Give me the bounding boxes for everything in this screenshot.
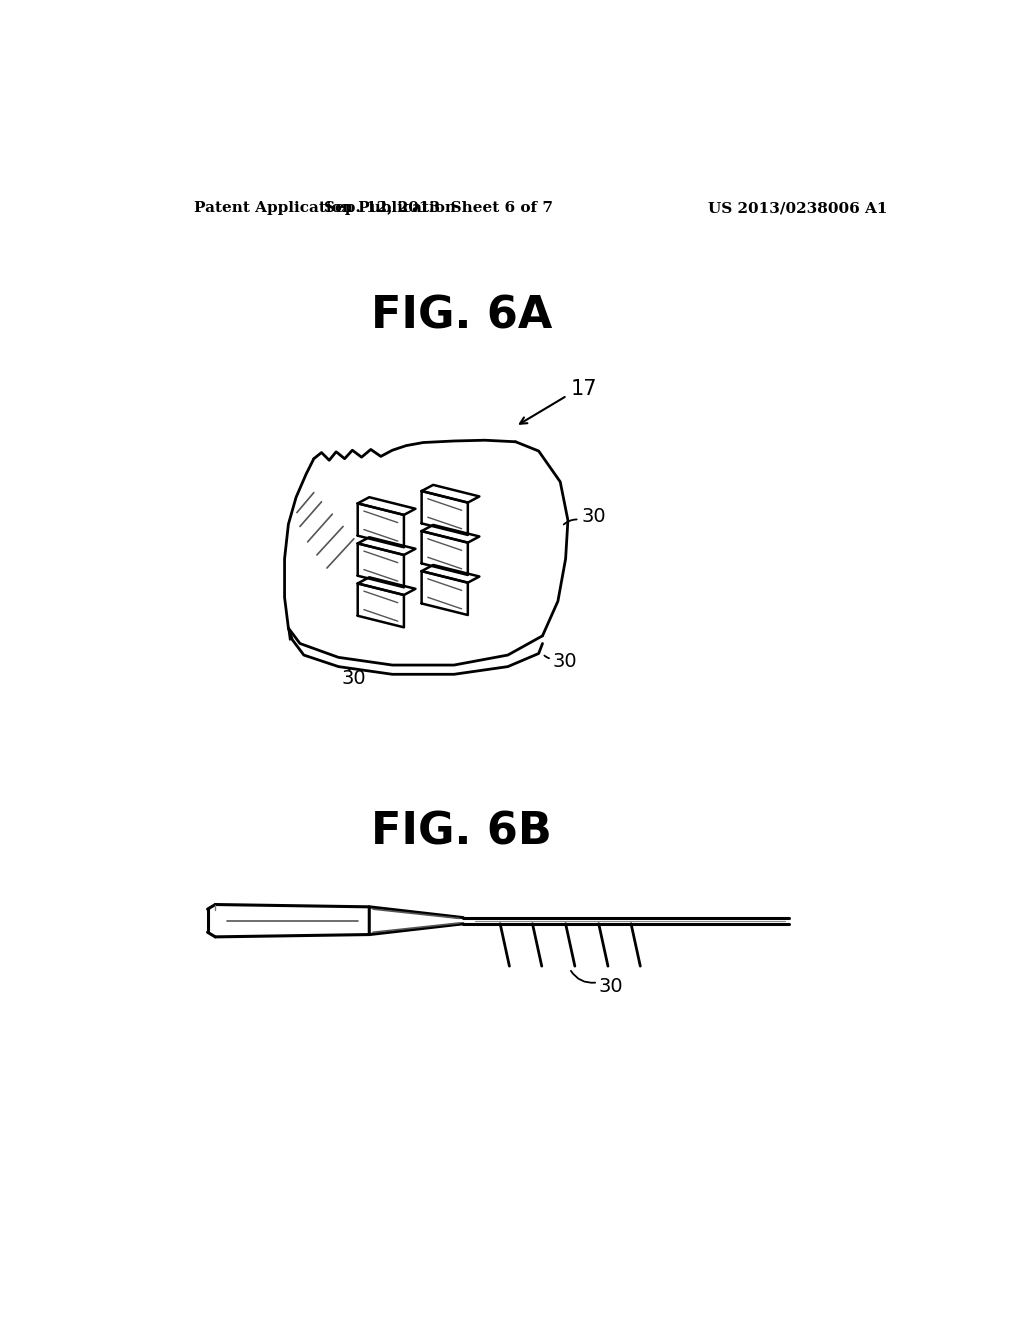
Text: 30: 30	[581, 507, 605, 525]
Text: 30: 30	[553, 652, 578, 671]
Text: 30: 30	[599, 977, 624, 995]
Text: US 2013/0238006 A1: US 2013/0238006 A1	[708, 202, 888, 215]
Text: 17: 17	[571, 379, 597, 400]
Text: 30: 30	[342, 669, 367, 688]
Text: FIG. 6B: FIG. 6B	[372, 810, 552, 854]
Text: FIG. 6A: FIG. 6A	[371, 294, 552, 338]
Text: Patent Application Publication: Patent Application Publication	[194, 202, 456, 215]
Text: Sep. 12, 2013  Sheet 6 of 7: Sep. 12, 2013 Sheet 6 of 7	[324, 202, 553, 215]
